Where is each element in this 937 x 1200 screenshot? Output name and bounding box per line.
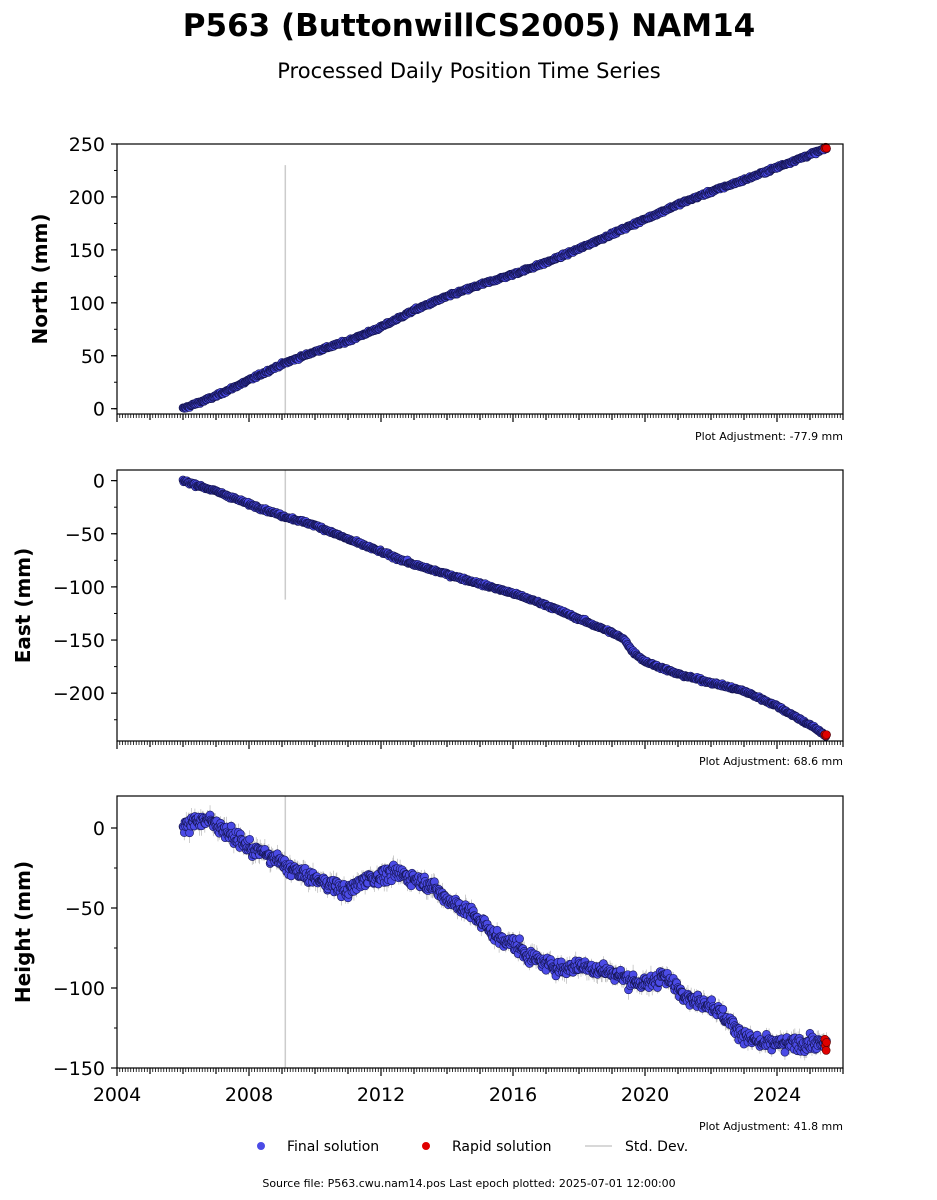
east-y-tick-label: −50 xyxy=(65,524,105,546)
rapid-solution-marker xyxy=(422,1142,430,1150)
height-final-point xyxy=(245,834,254,844)
height-x-tick-label: 2020 xyxy=(621,1084,669,1106)
final-solution-marker xyxy=(257,1142,265,1150)
north-y-tick-label: 0 xyxy=(93,399,105,421)
height-x-tick-label: 2012 xyxy=(357,1084,405,1106)
north-y-tick-label: 100 xyxy=(69,293,105,315)
east-rapid-point xyxy=(822,730,831,739)
north-rapid-point xyxy=(822,143,831,153)
north-y-tick-label: 50 xyxy=(81,346,105,368)
north-final-solution-points xyxy=(178,143,831,413)
east-y-axis-label: East (mm) xyxy=(11,548,35,664)
height-final-solution-points xyxy=(178,810,831,1057)
east-axes-frame xyxy=(116,469,844,742)
north-y-tick-label: 200 xyxy=(69,187,105,209)
legend: Final solution Rapid solution Std. Dev. xyxy=(257,1139,688,1155)
east-y-tick-label: 0 xyxy=(93,471,105,493)
page-title: P563 (ButtonwillCS2005) NAM14 xyxy=(183,8,755,44)
height-rapid-point xyxy=(822,1038,831,1047)
panel-east: 0 −50 −100 −150 −200 East (mm) Plot Adjustment… xyxy=(11,469,844,768)
height-x-tick-label: 2016 xyxy=(489,1084,537,1106)
panel-height: 0 −50 −100 −150 2004 2008 2012 2016 2020 2024 Heig… xyxy=(11,795,844,1133)
height-y-axis-label: Height (mm) xyxy=(11,861,35,1003)
height-x-tick-label: 2008 xyxy=(225,1084,273,1106)
height-rapid-point xyxy=(821,1046,831,1055)
legend-final-label: Final solution xyxy=(287,1139,379,1155)
east-y-tick-label: −150 xyxy=(53,630,105,652)
north-y-tick-label: 250 xyxy=(69,134,105,156)
height-y-tick-label: 0 xyxy=(93,818,105,840)
east-y-tick-label: −200 xyxy=(53,683,105,705)
height-y-tick-label: −50 xyxy=(65,898,105,920)
page-subtitle: Processed Daily Position Time Series xyxy=(277,59,661,83)
footer-source: Source file: P563.cwu.nam14.pos Last epo… xyxy=(262,1177,675,1190)
north-y-tick-label: 150 xyxy=(69,240,105,262)
legend-stddev-label: Std. Dev. xyxy=(625,1139,688,1155)
height-y-tick-label: −100 xyxy=(53,978,105,1000)
east-plot-adjustment: Plot Adjustment: 68.6 mm xyxy=(699,755,843,768)
height-final-point xyxy=(718,1004,728,1014)
north-plot-adjustment: Plot Adjustment: -77.9 mm xyxy=(695,430,843,443)
east-final-solution-points xyxy=(178,475,831,741)
height-x-tick-label: 2004 xyxy=(93,1084,141,1106)
panel-north: 0 50 100 150 200 250 North (mm) Plot Adjustment… xyxy=(28,134,844,443)
height-final-point xyxy=(515,934,524,943)
height-plot-adjustment: Plot Adjustment: 41.8 mm xyxy=(699,1120,843,1133)
height-y-tick-label: −150 xyxy=(53,1058,105,1080)
legend-rapid-label: Rapid solution xyxy=(452,1139,552,1155)
east-y-tick-label: −100 xyxy=(53,577,105,599)
north-y-axis-label: North (mm) xyxy=(28,213,52,344)
height-x-tick-label: 2024 xyxy=(753,1084,801,1106)
